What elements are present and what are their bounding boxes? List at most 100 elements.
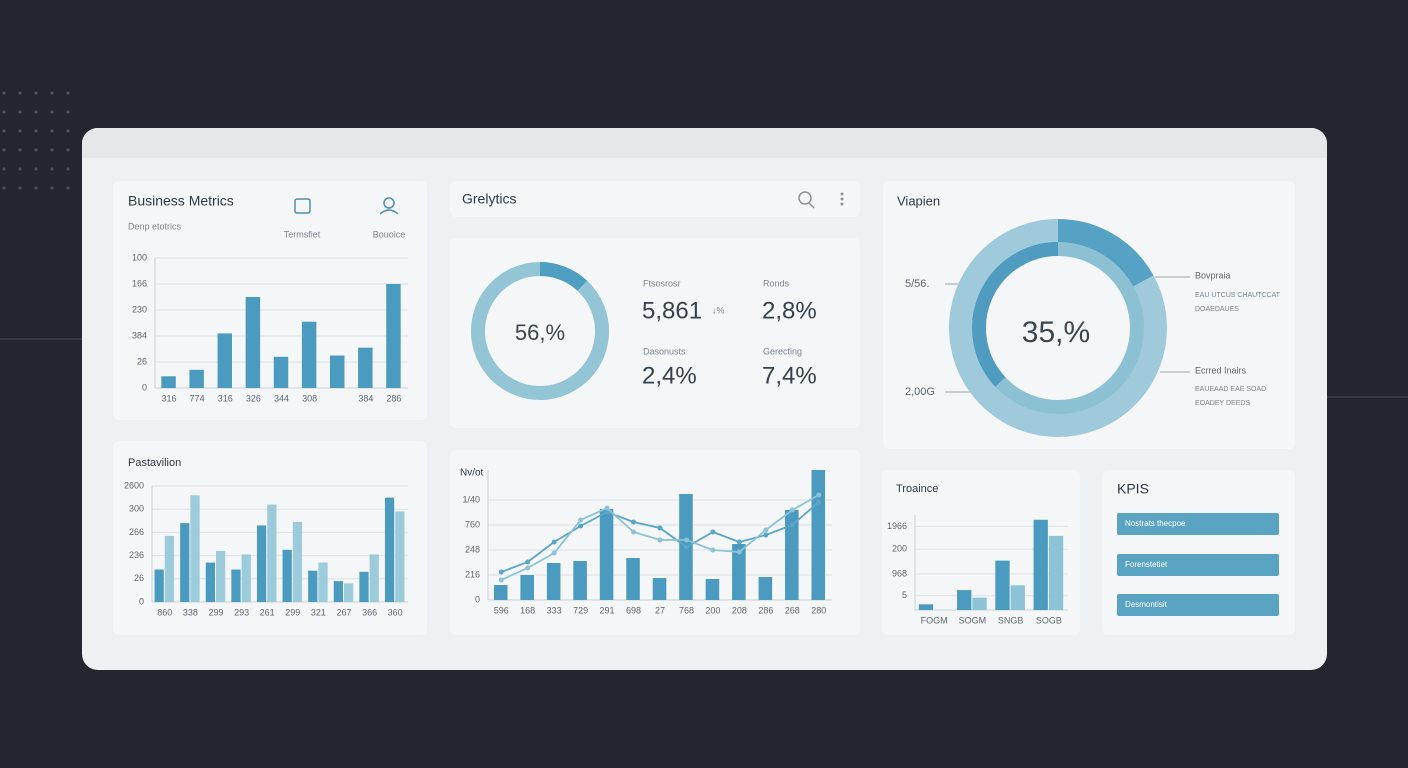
line-point <box>604 509 610 515</box>
line-point <box>683 537 689 543</box>
panel-title: Pastavilion <box>128 457 181 469</box>
note-title: Ecrred Inairs <box>1195 365 1247 375</box>
bar <box>273 356 289 388</box>
card-top-bar <box>82 144 1327 158</box>
dot <box>34 91 38 95</box>
bar <box>626 558 640 600</box>
y-tick-label: 200 <box>892 544 907 554</box>
x-tick-label: 261 <box>260 607 275 617</box>
dot <box>34 110 38 114</box>
line-point <box>525 565 531 571</box>
dot <box>34 167 38 171</box>
search-icon[interactable] <box>798 191 812 205</box>
y-tick-label: 1/40 <box>462 494 480 504</box>
bar <box>918 604 934 610</box>
bar <box>282 549 292 602</box>
x-tick-label: 326 <box>246 393 261 403</box>
panel-title: Troaince <box>896 483 938 495</box>
y-tick-label: 5 <box>902 590 907 600</box>
bar <box>301 321 317 388</box>
y-tick-label: 100 <box>132 252 147 262</box>
dot <box>66 110 70 114</box>
x-tick-label: 333 <box>547 605 562 615</box>
line-point <box>763 527 769 533</box>
dot <box>66 167 70 171</box>
bar <box>758 577 773 600</box>
line-point <box>498 569 504 575</box>
icon[interactable] <box>383 197 395 209</box>
kpi-button-label[interactable]: Nostrats thecpoe <box>1125 519 1186 528</box>
bar <box>217 333 233 388</box>
y-tick-label: 166 <box>132 278 147 288</box>
dot <box>18 129 22 133</box>
line-point <box>789 522 795 528</box>
bar <box>359 571 369 602</box>
bar <box>318 562 328 602</box>
action-label[interactable]: Bouoice <box>373 229 406 239</box>
kpi-button-label[interactable]: Forenstetiet <box>1125 560 1168 569</box>
bar <box>180 523 190 602</box>
icon[interactable] <box>294 198 311 214</box>
x-tick-label: 360 <box>388 607 403 617</box>
kpi-button[interactable] <box>1117 554 1279 576</box>
panel-title: Business Metrics <box>128 193 234 209</box>
donut-segment <box>471 262 609 400</box>
kpi-button[interactable] <box>1117 594 1279 616</box>
x-tick-label: 293 <box>234 607 249 617</box>
bar <box>189 369 204 388</box>
panel <box>1102 470 1295 635</box>
x-tick-label: 308 <box>302 393 317 403</box>
dot <box>18 148 22 152</box>
stat-value: 5,861 <box>642 297 702 324</box>
bar <box>652 578 667 600</box>
line-point <box>551 539 557 545</box>
dot <box>18 186 22 190</box>
donut-segment <box>1057 219 1154 289</box>
y-tick-label: 26 <box>137 356 147 366</box>
stat-value: 2,8% <box>762 297 817 324</box>
y-tick-label: 300 <box>129 504 144 514</box>
line-point <box>631 519 637 525</box>
donut-label: 35,% <box>1022 316 1090 349</box>
line-point <box>789 507 795 513</box>
bar <box>333 581 343 602</box>
panel-title: Viapien <box>897 193 940 208</box>
x-tick-label: SNGB <box>998 615 1024 625</box>
line-point <box>604 505 610 511</box>
dot <box>66 129 70 133</box>
x-tick-label: 321 <box>311 607 326 617</box>
bar <box>493 585 508 600</box>
x-tick-label: 208 <box>732 605 747 615</box>
bar <box>267 504 277 602</box>
kpi-button[interactable] <box>1117 513 1279 535</box>
more-icon[interactable] <box>840 192 844 206</box>
dot <box>50 110 54 114</box>
bar <box>245 297 261 388</box>
panel-title: KPIS <box>1117 481 1149 497</box>
x-tick-label: 316 <box>162 393 177 403</box>
line-point <box>736 549 742 555</box>
bar <box>1010 585 1025 610</box>
line-point <box>657 525 663 531</box>
x-tick-label: 768 <box>679 605 694 615</box>
y-tick-label: 0 <box>142 382 147 392</box>
line-point <box>683 544 689 550</box>
x-tick-label: 366 <box>362 607 377 617</box>
bar <box>369 554 379 602</box>
x-tick-label: FOGM <box>921 615 948 625</box>
bar <box>358 347 373 388</box>
x-tick-label: 291 <box>600 605 615 615</box>
action-label[interactable]: Termsfiet <box>284 229 321 239</box>
line-point <box>551 550 557 556</box>
y-tick-label: 266 <box>129 527 144 537</box>
bar <box>205 562 215 602</box>
y-tick-label: 1966 <box>887 521 907 531</box>
y-tick-label: 968 <box>892 568 907 578</box>
dot <box>2 167 6 171</box>
line-point <box>631 529 637 535</box>
kpi-button-label[interactable]: Desmontisit <box>1125 600 1168 609</box>
x-tick-label: SOGB <box>1036 615 1062 625</box>
bar <box>231 569 241 602</box>
bar <box>811 470 826 600</box>
donut-segment <box>539 262 588 292</box>
